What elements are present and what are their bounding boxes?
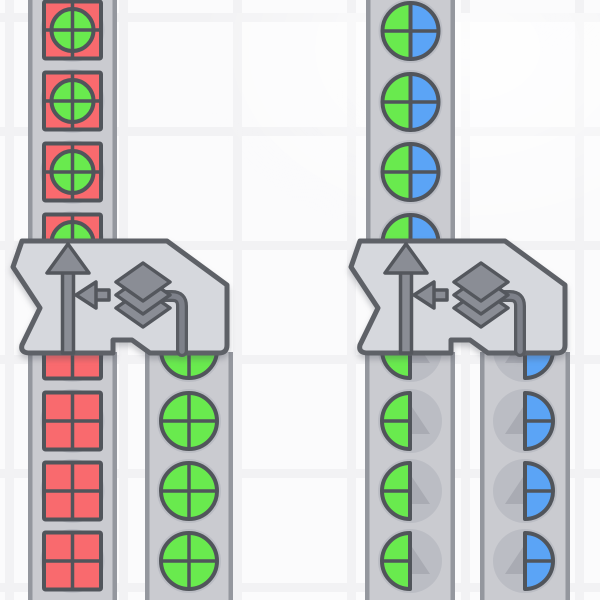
item-circle-on-square xyxy=(40,0,105,62)
item-circle-bicolor xyxy=(378,0,443,63)
item-half-circle-right xyxy=(493,529,557,593)
item-half-circle-left xyxy=(378,459,442,523)
item-circle-bicolor xyxy=(378,70,443,134)
item-circle-on-square xyxy=(40,69,105,133)
item-half-circle-left xyxy=(378,529,442,593)
item-circle-bicolor xyxy=(378,140,443,204)
item-circle-on-square xyxy=(40,140,105,204)
item-square xyxy=(40,529,105,593)
item-circle xyxy=(157,389,221,453)
item-square xyxy=(40,459,105,523)
machines-layer xyxy=(13,241,565,353)
item-half-circle-left xyxy=(378,389,442,453)
item-half-circle-right xyxy=(493,389,557,453)
item-half-circle-right xyxy=(493,459,557,523)
stacker-left-machine[interactable] xyxy=(13,241,227,353)
item-circle xyxy=(157,529,221,593)
item-square xyxy=(40,389,105,453)
stacker-right-machine[interactable] xyxy=(351,241,565,353)
item-circle xyxy=(157,459,221,523)
